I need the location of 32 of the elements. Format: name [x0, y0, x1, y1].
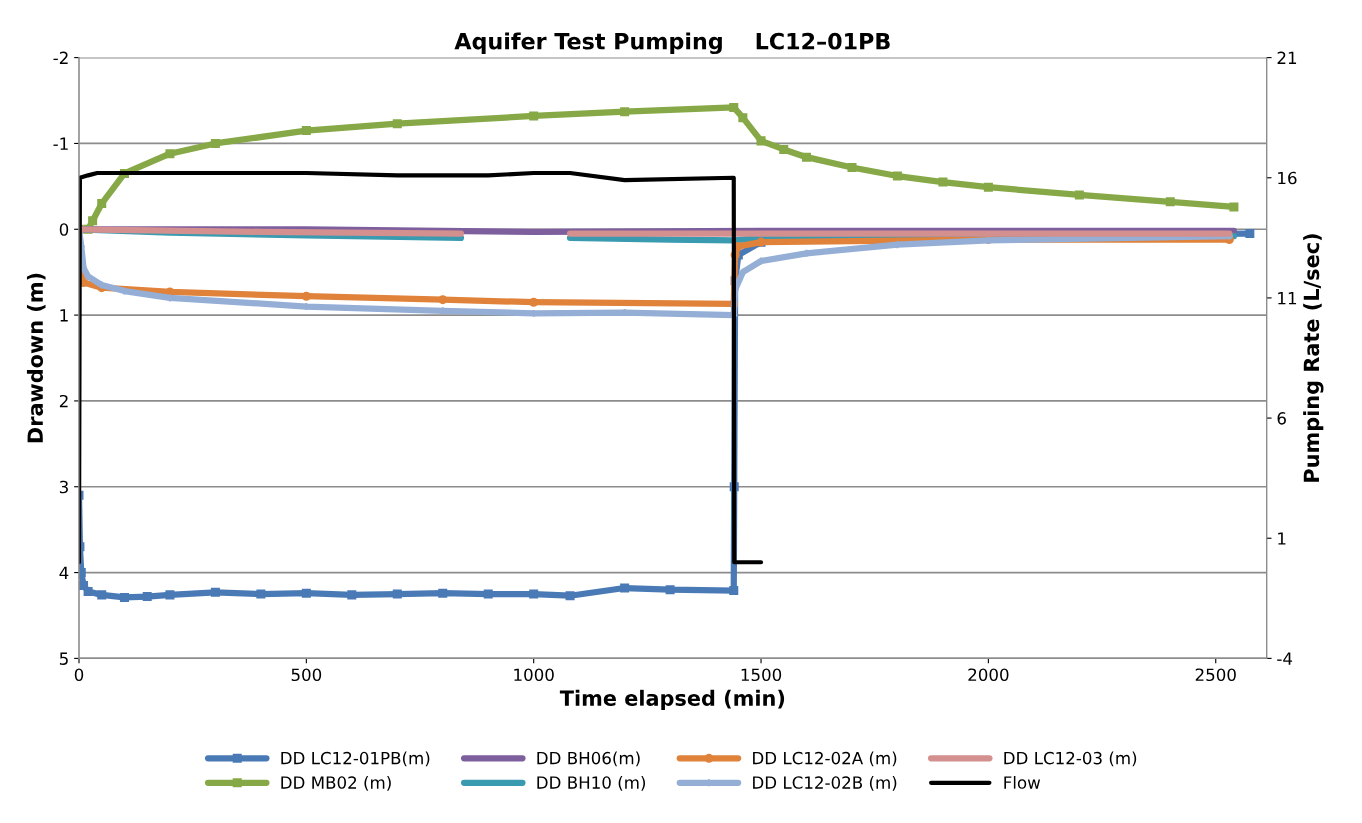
x-axis-title: Time elapsed (min) — [559, 689, 785, 710]
legend-label: Flow — [1004, 775, 1041, 789]
y2-tick-label: -4 — [1277, 652, 1293, 665]
y-tick-label: 2 — [59, 394, 68, 408]
x-tick-label: 2500 — [1195, 668, 1236, 682]
y2-axis-title: Pumping Rate (L/sec) — [1303, 234, 1324, 482]
y-tick-label: 0 — [59, 223, 69, 236]
y-tick-label: -1 — [53, 137, 68, 150]
x-tick-label: 1500 — [741, 668, 782, 682]
y2-tick-label: 6 — [1277, 412, 1286, 425]
y-tick-label: 5 — [59, 652, 68, 665]
legend-label: DD LC12-03 (m) — [1004, 751, 1137, 767]
y2-tick-label: 1 — [1278, 532, 1286, 545]
legend-label: DD BH10 (m) — [537, 775, 646, 791]
y-axis-title: Drawdown (m) — [26, 273, 46, 443]
x-tick-label: 0 — [74, 668, 84, 682]
y2-tick-label: 16 — [1278, 171, 1297, 185]
x-tick-label: 2000 — [968, 668, 1009, 682]
y2-tick-label: 11 — [1278, 292, 1297, 305]
legend-label: DD LC12-02B (m) — [753, 775, 897, 791]
chart-title: Aquifer Test Pumping LC12–01PB — [454, 32, 890, 55]
y-tick-label: 4 — [59, 566, 69, 579]
y-tick-label: 3 — [59, 480, 68, 494]
x-tick-label: 1000 — [514, 668, 554, 682]
x-tick-label: 500 — [291, 668, 322, 682]
y-tick-label: 1 — [60, 309, 68, 322]
y2-tick-label: 21 — [1277, 51, 1297, 64]
legend-label: DD LC12-01PB(m) — [281, 751, 430, 767]
legend-label: DD BH06(m) — [537, 751, 640, 767]
legend-label: DD LC12-02A (m) — [753, 751, 897, 767]
y-tick-label: -2 — [53, 51, 68, 64]
legend-label: DD MB02 (m) — [281, 775, 391, 791]
